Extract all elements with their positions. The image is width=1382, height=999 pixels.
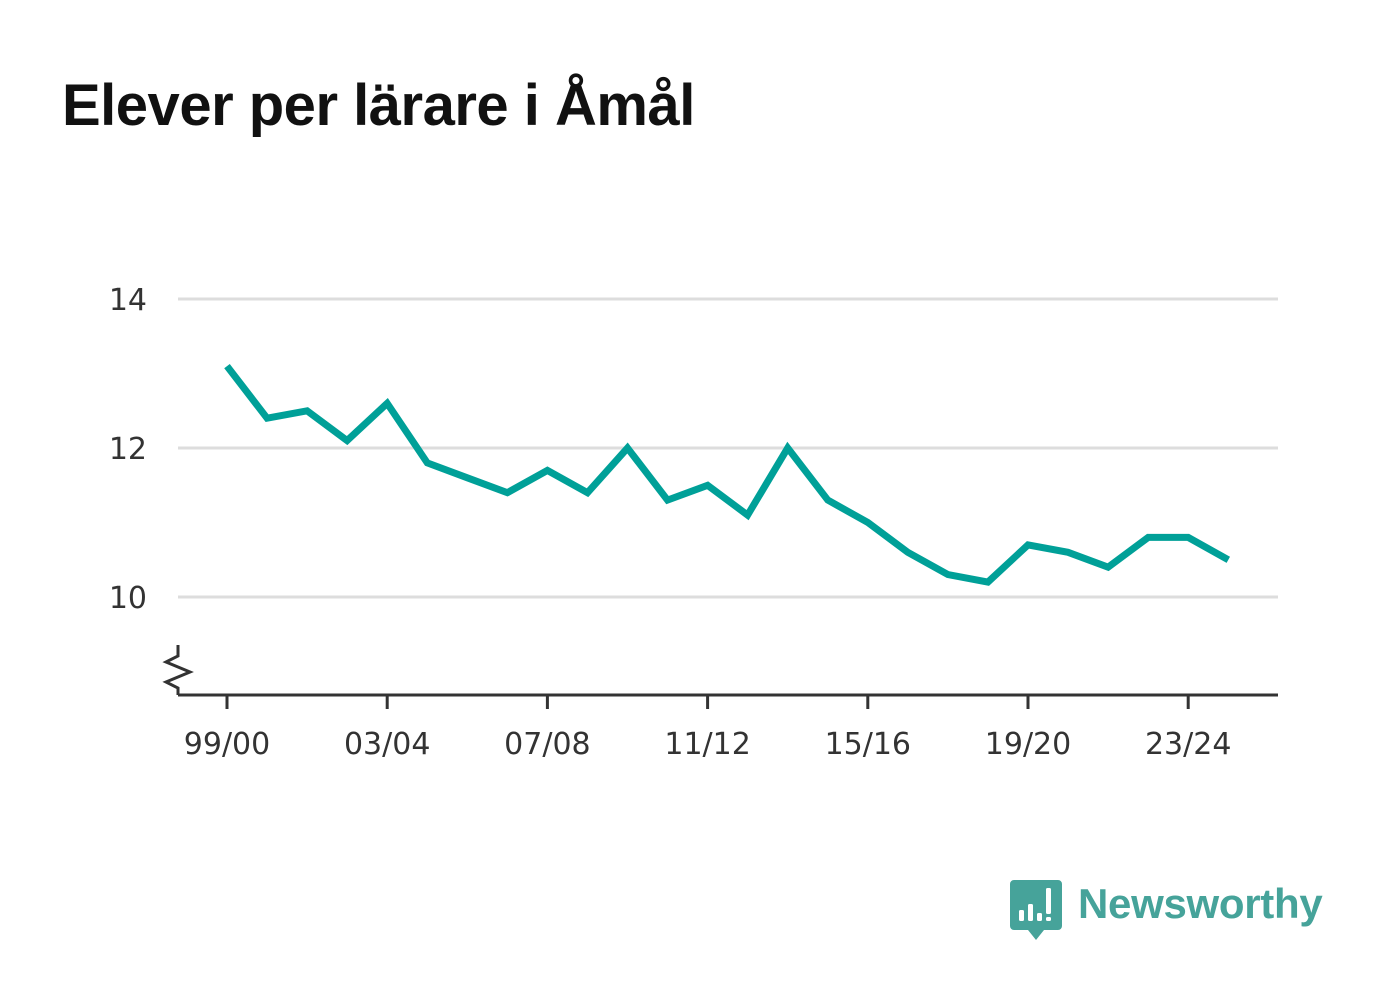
axes (162, 645, 1278, 709)
x-tick-label: 11/12 (664, 727, 750, 762)
tick-labels: 10 12 14 99/00 03/04 07/08 11/12 15/16 19/20 23/2… (109, 283, 1232, 762)
chart-title: Elever per lärare i Åmål (62, 73, 695, 138)
gridlines (178, 297, 1278, 599)
brand-name: Newsworthy (1078, 880, 1323, 927)
x-tick-label: 19/20 (985, 727, 1071, 762)
newsworthy-bar-chart-speech-bubble-icon (1010, 880, 1062, 940)
x-tick-label: 15/16 (825, 727, 911, 762)
x-tick-label: 23/24 (1145, 727, 1231, 762)
y-tick-label: 10 (109, 581, 147, 616)
newsworthy-logo: Newsworthy (1010, 878, 1323, 942)
series-layer (224, 363, 1231, 586)
y-axis-break-marker (162, 645, 194, 695)
y-tick-label: 12 (109, 432, 147, 467)
x-tick-label: 07/08 (504, 727, 590, 762)
y-tick-label: 14 (109, 283, 147, 318)
x-tick-label: 99/00 (184, 727, 270, 762)
series-line-0 (224, 363, 1231, 586)
x-tick-label: 03/04 (344, 727, 430, 762)
